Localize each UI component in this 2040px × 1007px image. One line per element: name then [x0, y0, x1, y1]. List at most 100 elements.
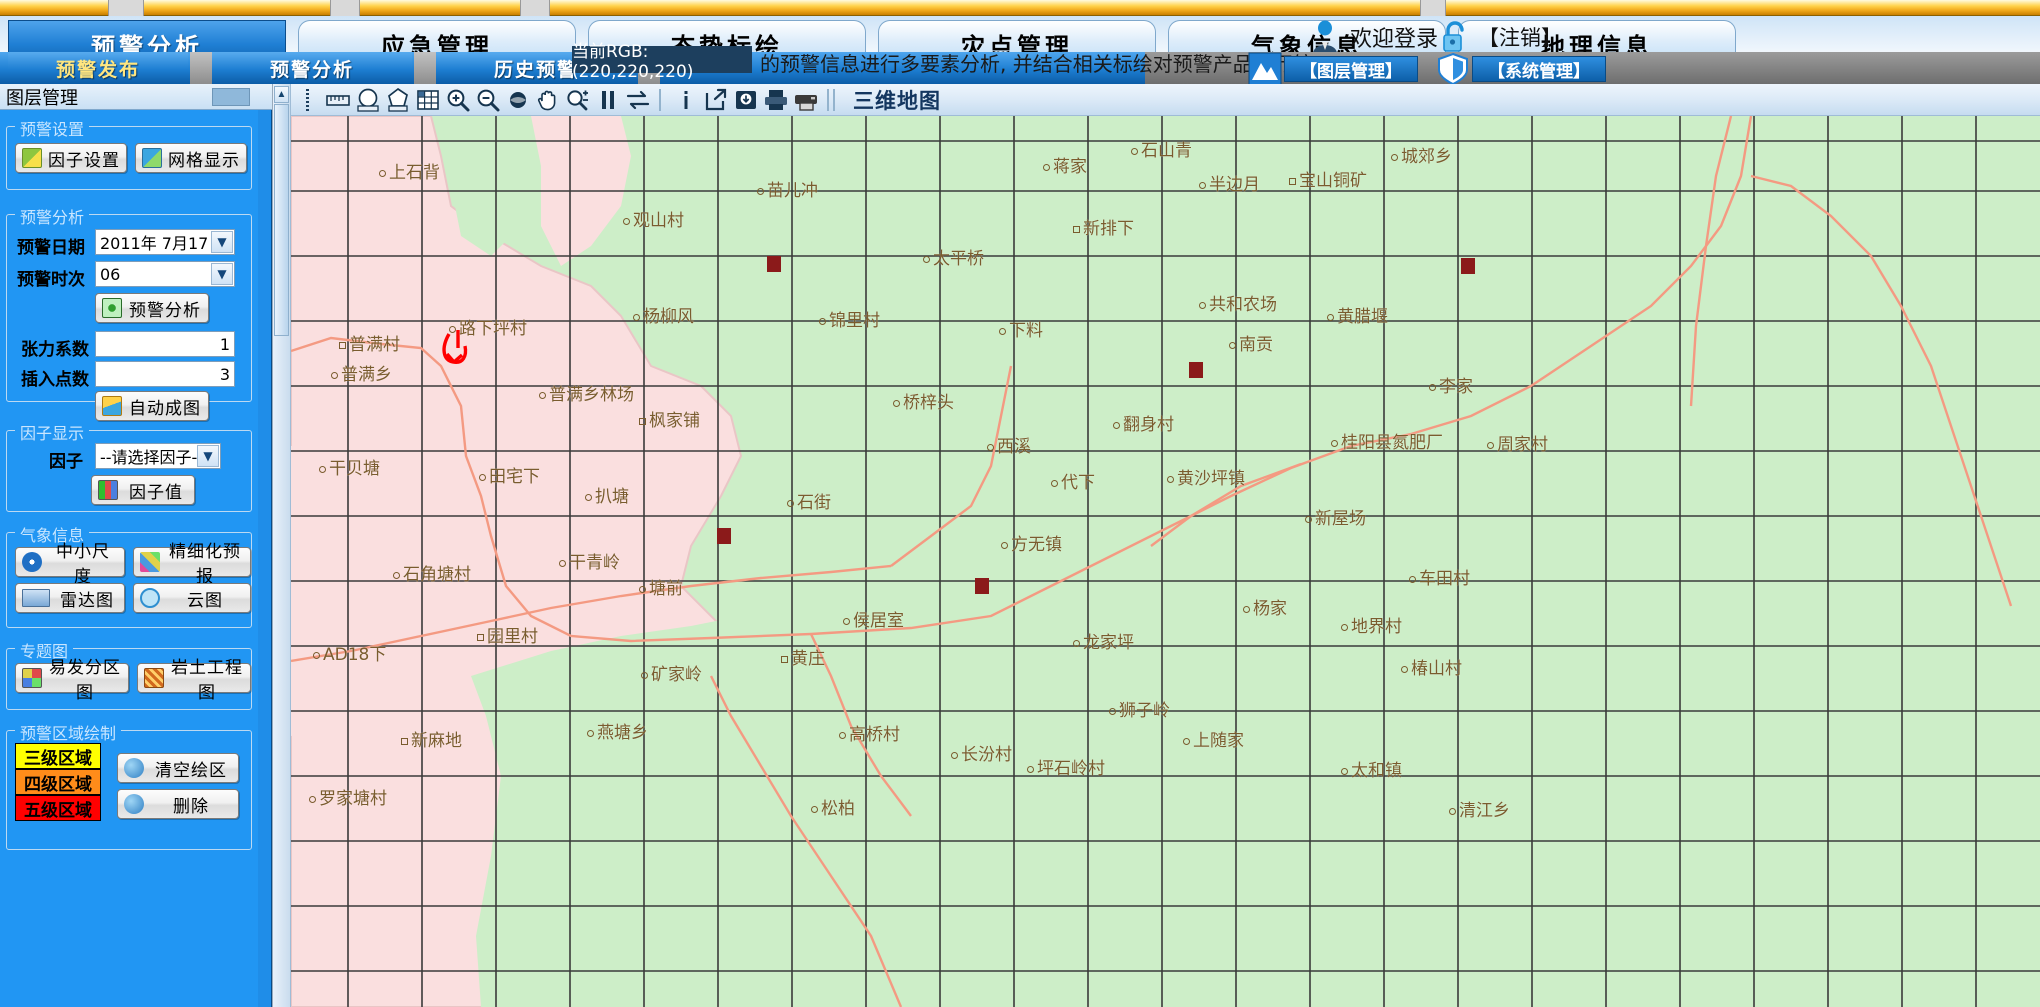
mountain-icon[interactable]: [1248, 52, 1282, 86]
logout-label[interactable]: 【注销】: [1478, 26, 1562, 50]
scroll-up-icon[interactable]: ▲: [274, 86, 289, 103]
layer-management-button[interactable]: 【图层管理】: [1284, 56, 1418, 82]
map-place-label[interactable]: 扒塘: [585, 482, 629, 507]
map-place-label[interactable]: 罗家塘村: [309, 784, 387, 809]
map-place-label[interactable]: 南贡: [1229, 330, 1273, 355]
scroll-thumb[interactable]: [274, 104, 289, 336]
cloud-map-button[interactable]: 云图: [133, 583, 251, 613]
save-icon[interactable]: [733, 87, 759, 113]
map-place-label[interactable]: 清江乡: [1449, 796, 1510, 821]
map-place-label[interactable]: 龙家坪: [1073, 628, 1134, 653]
zone-level-5-swatch[interactable]: 五级区域: [15, 795, 101, 821]
map-place-label[interactable]: 干青岭: [559, 548, 620, 573]
pause-icon[interactable]: [595, 87, 621, 113]
map-place-label[interactable]: 杨柳风: [633, 302, 694, 327]
globe-icon[interactable]: [505, 87, 531, 113]
zone-level-4-swatch[interactable]: 四级区域: [15, 769, 101, 795]
zoom-out-icon[interactable]: [475, 87, 501, 113]
map-place-label[interactable]: 代下: [1051, 468, 1095, 493]
map-place-label[interactable]: 车田村: [1409, 564, 1470, 589]
map-place-label[interactable]: 共和农场: [1199, 290, 1277, 315]
swap-icon[interactable]: [625, 87, 651, 113]
print-icon[interactable]: [763, 87, 789, 113]
map-place-label[interactable]: 侯居室: [843, 606, 904, 631]
map-place-label[interactable]: 蒋家: [1043, 152, 1087, 177]
printer-icon[interactable]: [793, 87, 819, 113]
map-place-label[interactable]: 半边月: [1199, 170, 1260, 195]
measure-polygon-icon[interactable]: [385, 87, 411, 113]
map-place-label[interactable]: 新屋场: [1305, 504, 1366, 529]
map-place-label[interactable]: 普满乡林场: [539, 380, 634, 405]
map-place-label[interactable]: 西溪: [987, 432, 1031, 457]
three-d-map-button[interactable]: 三维地图: [853, 88, 941, 113]
map-place-label[interactable]: 长汾村: [951, 740, 1012, 765]
map-place-label[interactable]: 黄沙坪镇: [1167, 464, 1245, 489]
map-place-label[interactable]: 枫家铺: [639, 406, 700, 431]
grid-display-button[interactable]: 网格显示: [135, 143, 247, 173]
map-place-label[interactable]: 田宅下: [479, 462, 540, 487]
map-place-label[interactable]: 观山村: [623, 206, 684, 231]
radar-map-button[interactable]: 雷达图: [15, 583, 125, 613]
zone-level-3-swatch[interactable]: 三级区域: [15, 743, 101, 769]
map-canvas[interactable]: 上石背 苗儿冲 石山青 蒋家 半边月 宝山铜矿 城郊乡 观山村 新排下 太平桥 杨柳风 锦里村 共和农场…: [291, 116, 2040, 1007]
zoom-in-icon[interactable]: [445, 87, 471, 113]
map-place-label[interactable]: 周家村: [1487, 430, 1548, 455]
grid-icon[interactable]: [415, 87, 441, 113]
map-place-label[interactable]: 普满村: [339, 330, 400, 355]
pan-hand-icon[interactable]: [535, 87, 561, 113]
map-place-label[interactable]: 燕塘乡: [587, 718, 648, 743]
map-place-label[interactable]: 黄庄: [781, 644, 825, 669]
chevron-down-icon[interactable]: ▼: [197, 445, 219, 467]
map-place-label[interactable]: 锦里村: [819, 306, 880, 331]
map-place-label[interactable]: 矿家岭: [641, 660, 702, 685]
map-place-label[interactable]: AD18下: [313, 640, 386, 665]
map-place-label[interactable]: 黄腊堰: [1327, 302, 1388, 327]
measure-circle-icon[interactable]: [355, 87, 381, 113]
map-place-label[interactable]: 杨家: [1243, 594, 1287, 619]
map-place-label[interactable]: 普满乡: [331, 360, 392, 385]
insert-points-input[interactable]: 3: [95, 361, 235, 387]
map-place-label[interactable]: 桂阳县氮肥厂: [1331, 428, 1443, 453]
map-place-label[interactable]: 苗儿冲: [757, 176, 818, 201]
export-icon[interactable]: [703, 87, 729, 113]
refined-forecast-button[interactable]: 精细化预报: [133, 542, 251, 587]
subtab-warning-publish[interactable]: 预警发布: [8, 52, 188, 84]
ruler-icon[interactable]: [325, 87, 351, 113]
zoom-select-icon[interactable]: [565, 87, 591, 113]
map-place-label[interactable]: 高桥村: [839, 720, 900, 745]
delete-zone-button[interactable]: 删除: [117, 789, 239, 819]
panel-grip[interactable]: [212, 88, 250, 106]
warning-date-select[interactable]: 2011年 7月17日 ▼: [95, 229, 235, 255]
subtab-warning-analysis[interactable]: 预警分析: [212, 52, 412, 84]
map-place-label[interactable]: 新麻地: [401, 726, 462, 751]
info-icon[interactable]: [673, 87, 699, 113]
map-place-label[interactable]: 塘前: [639, 574, 683, 599]
shield-icon[interactable]: [1436, 52, 1470, 86]
map-place-label[interactable]: 上随家: [1183, 726, 1244, 751]
dotted-line-icon[interactable]: [295, 87, 321, 113]
map-vertical-scrollbar[interactable]: ▲: [273, 84, 291, 1007]
meso-scale-button[interactable]: 中小尺度: [15, 542, 125, 587]
clear-zone-button[interactable]: 清空绘区: [117, 753, 239, 783]
map-place-label[interactable]: 石角塘村: [393, 560, 471, 585]
map-place-label[interactable]: 椿山村: [1401, 654, 1462, 679]
map-place-label[interactable]: 地界村: [1341, 612, 1402, 637]
warning-time-select[interactable]: 06 ▼: [95, 261, 235, 287]
map-place-label[interactable]: 翻身村: [1113, 410, 1174, 435]
map-place-label[interactable]: 石街: [787, 488, 831, 513]
map-place-label[interactable]: 路下坪村: [449, 314, 527, 339]
factor-settings-button[interactable]: 因子设置: [15, 143, 127, 173]
geotechnical-map-button[interactable]: 岩土工程图: [137, 658, 251, 703]
factor-value-button[interactable]: 因子值: [91, 475, 195, 505]
map-place-label[interactable]: 桥梓头: [893, 388, 954, 413]
auto-map-button[interactable]: 自动成图: [95, 391, 209, 421]
map-place-label[interactable]: 园里村: [477, 622, 538, 647]
warning-analysis-button[interactable]: 预警分析: [95, 293, 209, 323]
map-place-label[interactable]: 狮子岭: [1109, 696, 1170, 721]
logout-area[interactable]: 【注销】: [1440, 18, 1640, 56]
map-place-label[interactable]: 太和镇: [1341, 756, 1402, 781]
map-place-label[interactable]: 下料: [999, 316, 1043, 341]
map-place-label[interactable]: 坪石岭村: [1027, 754, 1105, 779]
chevron-down-icon[interactable]: ▼: [211, 231, 233, 253]
map-place-label[interactable]: 李家: [1429, 372, 1473, 397]
